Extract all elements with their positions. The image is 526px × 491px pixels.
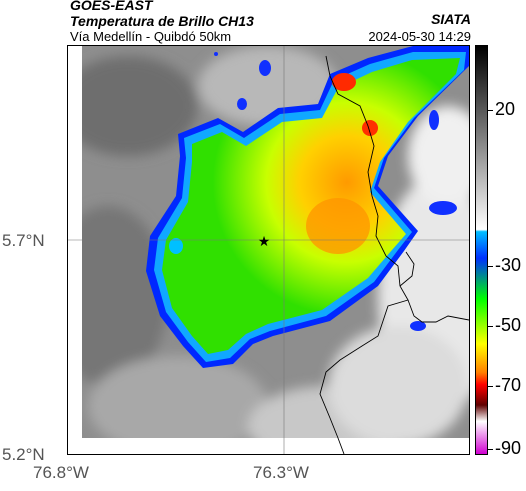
organization-label: SIATA xyxy=(431,11,471,27)
route-subtitle: Vía Medellín - Quibdó 50km xyxy=(70,29,232,44)
colorbar-label: 20 xyxy=(495,99,516,119)
cloud-eye-blue xyxy=(169,238,183,254)
colorbar-tick xyxy=(488,110,493,111)
hot-spot-east xyxy=(362,120,378,136)
orange-core xyxy=(306,198,370,254)
satellite-map[interactable]: ★ xyxy=(67,45,470,455)
storm-cloud-core xyxy=(162,58,460,354)
satellite-imagery: ★ xyxy=(68,46,469,454)
timestamp-label: 2024-05-30 14:29 xyxy=(368,29,471,44)
colorbar-label: -30 xyxy=(495,255,522,275)
x-tick-label: 76.8°W xyxy=(33,463,89,482)
channel-title: Temperatura de Brillo CH13 xyxy=(70,13,254,29)
product-title: GOES-EAST xyxy=(70,0,153,13)
colorbar-label: -50 xyxy=(495,315,522,335)
colorbar-tick xyxy=(488,326,493,327)
temperature-colorbar xyxy=(475,45,488,455)
y-tick-label: 5.2°N xyxy=(2,445,45,464)
colorbar-label: -90 xyxy=(495,438,522,458)
x-tick-label: 76.3°W xyxy=(253,463,309,482)
location-star-icon: ★ xyxy=(258,233,271,249)
colorbar-tick xyxy=(488,386,493,387)
y-tick-label: 5.7°N xyxy=(2,231,45,250)
colorbar-label: -70 xyxy=(495,375,522,395)
hot-spot-north xyxy=(332,73,356,91)
no-data-strip xyxy=(68,46,82,454)
gridlines xyxy=(68,46,469,454)
small-cells xyxy=(214,52,457,331)
borders xyxy=(319,55,469,454)
no-data-strip-bottom xyxy=(68,438,469,454)
colorbar-tick xyxy=(488,266,493,267)
colorbar-tick xyxy=(488,449,493,450)
